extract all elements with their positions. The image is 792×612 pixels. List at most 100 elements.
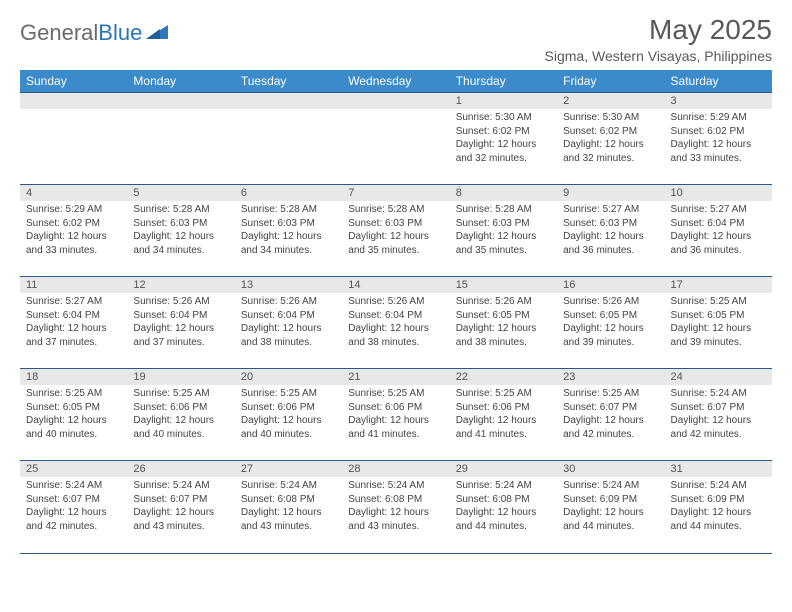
day-line: Sunset: 6:03 PM: [563, 217, 658, 231]
day-line: Sunrise: 5:26 AM: [241, 295, 336, 309]
day-line: and 35 minutes.: [348, 244, 443, 258]
day-line: Daylight: 12 hours: [133, 506, 228, 520]
day-body: Sunrise: 5:25 AMSunset: 6:07 PMDaylight:…: [557, 385, 664, 445]
day-cell: 30Sunrise: 5:24 AMSunset: 6:09 PMDayligh…: [557, 461, 664, 553]
day-body: Sunrise: 5:27 AMSunset: 6:04 PMDaylight:…: [20, 293, 127, 353]
day-number: 15: [450, 277, 557, 293]
day-line: and 43 minutes.: [241, 520, 336, 534]
day-number: 18: [20, 369, 127, 385]
day-line: Sunset: 6:07 PM: [26, 493, 121, 507]
day-line: Sunrise: 5:24 AM: [456, 479, 551, 493]
day-line: Sunset: 6:05 PM: [563, 309, 658, 323]
day-body: [127, 109, 234, 115]
day-number: 31: [665, 461, 772, 477]
day-cell: 22Sunrise: 5:25 AMSunset: 6:06 PMDayligh…: [450, 369, 557, 461]
day-line: Sunrise: 5:28 AM: [241, 203, 336, 217]
day-line: Daylight: 12 hours: [348, 414, 443, 428]
day-number: [20, 93, 127, 109]
logo-text: GeneralBlue: [20, 20, 142, 46]
day-cell: 26Sunrise: 5:24 AMSunset: 6:07 PMDayligh…: [127, 461, 234, 553]
day-line: Daylight: 12 hours: [26, 230, 121, 244]
day-line: Sunrise: 5:24 AM: [241, 479, 336, 493]
day-line: Sunset: 6:08 PM: [456, 493, 551, 507]
day-line: Sunrise: 5:24 AM: [133, 479, 228, 493]
day-line: Sunset: 6:02 PM: [26, 217, 121, 231]
day-line: Daylight: 12 hours: [671, 138, 766, 152]
day-number: 29: [450, 461, 557, 477]
day-line: Sunrise: 5:26 AM: [133, 295, 228, 309]
week-row: 18 Sunrise: 5:25 AM Sunset: 6:05 PM Dayligh…: [20, 369, 772, 461]
day-cell: 1Sunrise: 5:30 AMSunset: 6:02 PMDaylight…: [450, 93, 557, 185]
day-line: and 34 minutes.: [241, 244, 336, 258]
day-line: Daylight: 12 hours: [671, 414, 766, 428]
day-line: and 44 minutes.: [563, 520, 658, 534]
day-cell: [235, 93, 342, 185]
day-line: Sunset: 6:04 PM: [348, 309, 443, 323]
day-cell: 17Sunrise: 5:25 AMSunset: 6:05 PMDayligh…: [665, 277, 772, 369]
day-line: Daylight: 12 hours: [456, 230, 551, 244]
day-line: and 32 minutes.: [563, 152, 658, 166]
day-line: Sunset: 6:02 PM: [563, 125, 658, 139]
day-cell: 8Sunrise: 5:28 AMSunset: 6:03 PMDaylight…: [450, 185, 557, 277]
day-cell: 29Sunrise: 5:24 AMSunset: 6:08 PMDayligh…: [450, 461, 557, 553]
day-number: 17: [665, 277, 772, 293]
day-line: Daylight: 12 hours: [348, 322, 443, 336]
title-block: May 2025 Sigma, Western Visayas, Philipp…: [545, 14, 772, 64]
day-line: Daylight: 12 hours: [671, 230, 766, 244]
day-header: Saturday: [665, 70, 772, 93]
day-line: and 32 minutes.: [456, 152, 551, 166]
day-cell: 28Sunrise: 5:24 AMSunset: 6:08 PMDayligh…: [342, 461, 449, 553]
day-line: and 44 minutes.: [671, 520, 766, 534]
day-line: Sunrise: 5:25 AM: [348, 387, 443, 401]
day-line: and 43 minutes.: [348, 520, 443, 534]
day-line: and 41 minutes.: [348, 428, 443, 442]
day-line: Sunset: 6:05 PM: [26, 401, 121, 415]
day-line: Daylight: 12 hours: [563, 322, 658, 336]
day-line: Sunrise: 5:29 AM: [671, 111, 766, 125]
day-body: Sunrise: 5:30 AMSunset: 6:02 PMDaylight:…: [557, 109, 664, 169]
day-line: Sunrise: 5:26 AM: [563, 295, 658, 309]
day-line: and 39 minutes.: [671, 336, 766, 350]
logo-word-2: Blue: [98, 20, 142, 45]
day-line: and 42 minutes.: [563, 428, 658, 442]
day-line: Sunset: 6:03 PM: [348, 217, 443, 231]
day-number: 11: [20, 277, 127, 293]
calendar-page: GeneralBlue May 2025 Sigma, Western Visa…: [0, 0, 792, 564]
day-line: Sunset: 6:05 PM: [671, 309, 766, 323]
day-line: Daylight: 12 hours: [133, 322, 228, 336]
day-cell: 25Sunrise: 5:24 AMSunset: 6:07 PMDayligh…: [20, 461, 127, 553]
day-number: 28: [342, 461, 449, 477]
day-header: Thursday: [450, 70, 557, 93]
day-number: 2: [557, 93, 664, 109]
day-header: Wednesday: [342, 70, 449, 93]
day-line: and 39 minutes.: [563, 336, 658, 350]
day-line: Sunrise: 5:27 AM: [563, 203, 658, 217]
day-cell: 15Sunrise: 5:26 AMSunset: 6:05 PMDayligh…: [450, 277, 557, 369]
day-cell: 3Sunrise: 5:29 AMSunset: 6:02 PMDaylight…: [665, 93, 772, 185]
day-line: Daylight: 12 hours: [456, 414, 551, 428]
day-body: Sunrise: 5:28 AMSunset: 6:03 PMDaylight:…: [450, 201, 557, 261]
day-number: 30: [557, 461, 664, 477]
day-cell: 14Sunrise: 5:26 AMSunset: 6:04 PMDayligh…: [342, 277, 449, 369]
day-line: Sunset: 6:04 PM: [26, 309, 121, 323]
day-cell: 27Sunrise: 5:24 AMSunset: 6:08 PMDayligh…: [235, 461, 342, 553]
day-body: Sunrise: 5:26 AMSunset: 6:05 PMDaylight:…: [557, 293, 664, 353]
day-line: Daylight: 12 hours: [241, 322, 336, 336]
day-body: Sunrise: 5:24 AMSunset: 6:07 PMDaylight:…: [665, 385, 772, 445]
day-number: 5: [127, 185, 234, 201]
calendar-body: 1Sunrise: 5:30 AMSunset: 6:02 PMDaylight…: [20, 93, 772, 553]
day-body: Sunrise: 5:29 AMSunset: 6:02 PMDaylight:…: [20, 201, 127, 261]
day-line: Sunset: 6:06 PM: [241, 401, 336, 415]
day-line: Daylight: 12 hours: [241, 230, 336, 244]
day-line: Sunrise: 5:27 AM: [671, 203, 766, 217]
day-line: Daylight: 12 hours: [348, 506, 443, 520]
day-line: and 37 minutes.: [26, 336, 121, 350]
day-line: and 33 minutes.: [671, 152, 766, 166]
day-line: and 33 minutes.: [26, 244, 121, 258]
day-line: Sunrise: 5:30 AM: [456, 111, 551, 125]
month-title: May 2025: [545, 14, 772, 46]
day-body: Sunrise: 5:30 AMSunset: 6:02 PMDaylight:…: [450, 109, 557, 169]
logo: GeneralBlue: [20, 20, 168, 46]
day-line: Sunset: 6:06 PM: [348, 401, 443, 415]
day-line: Sunrise: 5:25 AM: [563, 387, 658, 401]
